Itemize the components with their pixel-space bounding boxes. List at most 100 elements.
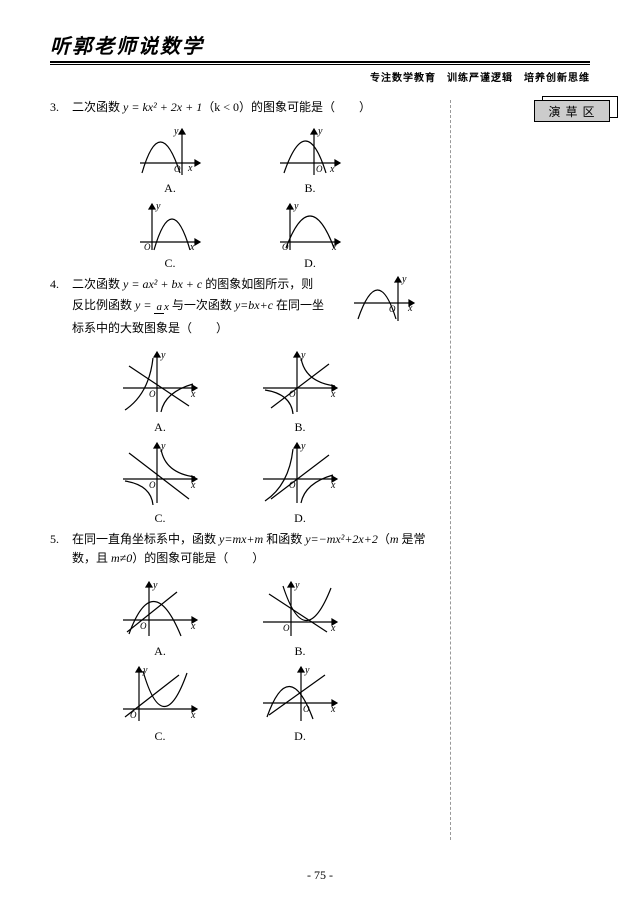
svg-text:y: y bbox=[317, 126, 323, 137]
q3-option-c[interactable]: x y O C. bbox=[100, 198, 240, 271]
parabola-icon: x y O bbox=[130, 198, 210, 254]
svg-text:y: y bbox=[294, 580, 300, 591]
svg-text:x: x bbox=[407, 303, 413, 314]
svg-text:y: y bbox=[401, 274, 407, 285]
q5-l2-post: ）的图象可能是（ ） bbox=[132, 551, 264, 565]
svg-text:O: O bbox=[174, 164, 181, 174]
parabola-line-icon: xyO bbox=[115, 576, 205, 642]
hyperbola-line-icon: x y O bbox=[255, 437, 345, 509]
question-3: 3.二次函数 y = kx² + 2x + 1（k < 0）的图象可能是（ ） bbox=[50, 98, 430, 117]
q4-l2-pre: 反比例函数 bbox=[72, 298, 135, 312]
svg-text:y: y bbox=[300, 441, 306, 452]
parabola-icon: xyO bbox=[270, 123, 350, 179]
svg-text:y: y bbox=[304, 665, 310, 676]
q5-eq2: y=−mx²+2x+2 bbox=[305, 532, 378, 546]
q5-label-d: D. bbox=[230, 729, 370, 744]
svg-text:O: O bbox=[289, 389, 296, 399]
q5-t1: 在同一直角坐标系中，函数 bbox=[72, 532, 219, 546]
svg-text:x: x bbox=[190, 710, 196, 721]
note-label: 演草区 bbox=[534, 100, 610, 122]
q3-num: 3. bbox=[50, 98, 72, 117]
page-title: 听郭老师说数学 bbox=[50, 30, 590, 59]
q5-cond: m≠0 bbox=[111, 551, 132, 565]
svg-text:x: x bbox=[330, 480, 336, 491]
q4-label-a: A. bbox=[90, 420, 230, 435]
svg-text:y: y bbox=[160, 441, 166, 452]
q5-t3: （ bbox=[378, 532, 390, 546]
question-4: x y O 4.二次函数 y = ax² + bx + c 的图象如图所示，则 反比… bbox=[50, 275, 430, 340]
q3-label-d: D. bbox=[240, 256, 380, 271]
hyperbola-line-icon: x y O bbox=[255, 346, 345, 418]
q3-option-a[interactable]: x y O A. bbox=[100, 123, 240, 196]
svg-text:y: y bbox=[300, 350, 306, 361]
q3-option-d[interactable]: xyO D. bbox=[240, 198, 380, 271]
svg-text:y: y bbox=[160, 350, 166, 361]
q3-option-b[interactable]: xyO B. bbox=[240, 123, 380, 196]
q4-option-b[interactable]: xyO B. bbox=[230, 346, 370, 435]
svg-text:O: O bbox=[316, 164, 323, 174]
q5-t4: 是常 bbox=[399, 532, 426, 546]
q5-eq1: y=mx+m bbox=[219, 532, 263, 546]
q5-label-a: A. bbox=[90, 644, 230, 659]
q5-option-c[interactable]: x y O C. bbox=[90, 661, 230, 744]
q5-option-b[interactable]: x y O B. bbox=[230, 576, 370, 659]
question-5: 5.在同一直角坐标系中，函数 y=mx+m 和函数 y=−mx²+2x+2（m … bbox=[50, 530, 430, 568]
svg-text:y: y bbox=[293, 201, 299, 212]
q4-eq1: y = ax² + bx + c bbox=[123, 277, 202, 291]
q3-text-post: 的图象可能是（ ） bbox=[251, 100, 371, 114]
q4-l1-post: 的图象如图所示，则 bbox=[202, 277, 313, 291]
q5-label-b: B. bbox=[230, 644, 370, 659]
svg-text:O: O bbox=[283, 623, 290, 633]
q5-label-c: C. bbox=[90, 729, 230, 744]
q4-eq2: y=bx+c bbox=[235, 298, 273, 312]
q5-option-d[interactable]: xyO D. bbox=[230, 661, 370, 744]
q3-eq: y = kx² + 2x + 1 bbox=[123, 100, 202, 114]
q5-m: m bbox=[390, 532, 399, 546]
svg-text:y: y bbox=[173, 126, 179, 137]
q4-frac-y: y = bbox=[135, 298, 151, 312]
svg-text:x: x bbox=[189, 242, 195, 253]
column-divider bbox=[450, 100, 451, 840]
q3-text-pre: 二次函数 bbox=[72, 100, 123, 114]
parabola-line-icon: x y O bbox=[115, 661, 205, 727]
q3-cond: （k < 0） bbox=[202, 100, 251, 114]
svg-text:x: x bbox=[330, 623, 336, 634]
svg-text:y: y bbox=[155, 201, 161, 212]
q4-l1-pre: 二次函数 bbox=[72, 277, 123, 291]
subtitle: 专注数学教育 训练严谨逻辑 培养创新思维 bbox=[50, 69, 590, 84]
svg-text:x: x bbox=[331, 242, 337, 253]
q4-option-d[interactable]: xyO D. bbox=[230, 437, 370, 526]
svg-text:O: O bbox=[289, 480, 296, 490]
q4-num: 4. bbox=[50, 275, 72, 294]
svg-text:x: x bbox=[187, 163, 193, 174]
q5-l2-pre: 数，且 bbox=[72, 551, 111, 565]
parabola-line-icon: xyO bbox=[255, 661, 345, 727]
q4-label-c: C. bbox=[90, 511, 230, 526]
svg-text:x: x bbox=[190, 621, 196, 632]
q5-num: 5. bbox=[50, 530, 72, 549]
q3-label-a: A. bbox=[100, 181, 240, 196]
svg-text:O: O bbox=[144, 242, 151, 252]
q3-label-b: B. bbox=[240, 181, 380, 196]
q5-option-a[interactable]: xyO A. bbox=[90, 576, 230, 659]
header-rule bbox=[50, 61, 590, 65]
page-number: - 75 - bbox=[0, 868, 640, 883]
q3-label-c: C. bbox=[100, 256, 240, 271]
q4-option-a[interactable]: xyO A. bbox=[90, 346, 230, 435]
parabola-icon: xyO bbox=[270, 198, 350, 254]
q4-option-c[interactable]: xyO C. bbox=[90, 437, 230, 526]
hyperbola-line-icon: xyO bbox=[115, 346, 205, 418]
svg-text:O: O bbox=[303, 704, 310, 714]
hyperbola-line-icon: xyO bbox=[115, 437, 205, 509]
q4-l2-post: 在同一坐 bbox=[273, 298, 324, 312]
svg-text:O: O bbox=[149, 480, 156, 490]
svg-text:y: y bbox=[142, 665, 148, 676]
svg-text:x: x bbox=[330, 389, 336, 400]
note-area: 演草区 bbox=[534, 100, 610, 122]
svg-text:O: O bbox=[389, 304, 396, 314]
svg-text:O: O bbox=[130, 710, 137, 720]
svg-text:O: O bbox=[149, 389, 156, 399]
parabola-icon: x y O bbox=[130, 123, 210, 179]
parabola-icon: x y O bbox=[348, 271, 420, 327]
q4-frac-num: a bbox=[154, 301, 164, 314]
